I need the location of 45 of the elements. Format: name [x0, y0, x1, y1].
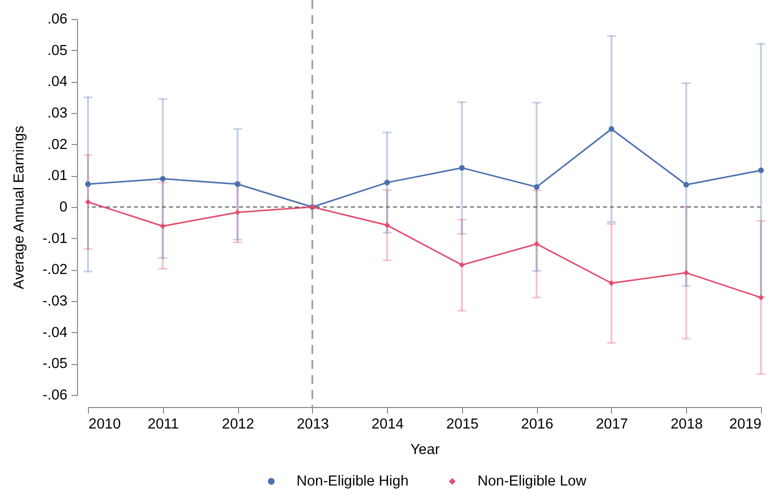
point — [85, 181, 91, 187]
x-tick-label: 2016 — [521, 416, 554, 432]
point — [683, 270, 690, 276]
x-tick-label: 2010 — [88, 416, 121, 432]
point — [85, 199, 91, 205]
x-tick-label: 2018 — [670, 416, 703, 432]
point — [608, 126, 614, 132]
y-tick-label: .03 — [47, 106, 68, 122]
point — [758, 168, 764, 174]
point — [534, 241, 540, 247]
y-tick-label: .05 — [47, 42, 68, 59]
y-tick-label: -.02 — [42, 262, 68, 278]
point — [234, 210, 240, 216]
x-tick-label: 2012 — [222, 416, 254, 432]
point — [459, 165, 465, 171]
x-tick-label: 2015 — [446, 416, 479, 432]
point — [160, 176, 166, 182]
point — [608, 280, 614, 286]
point — [384, 180, 390, 186]
y-tick-label: .06 — [47, 12, 68, 28]
point — [160, 223, 166, 229]
point — [234, 181, 240, 187]
x-axis-title: Year — [410, 442, 440, 458]
x-tick-label: 2011 — [148, 416, 179, 432]
x-tick-label: 2013 — [296, 416, 329, 432]
x-tick-label: 2019 — [729, 416, 762, 432]
y-tick-label: -.06 — [42, 388, 68, 404]
x-tick-label: 2017 — [596, 416, 628, 432]
point — [384, 222, 390, 228]
y-axis-title: Average Annual Earnings — [12, 126, 28, 290]
legend-label: Non-Eligible Low — [478, 473, 587, 490]
point — [758, 294, 764, 300]
y-tick-label: -.03 — [42, 294, 68, 310]
y-tick-label: .04 — [47, 74, 68, 90]
y-tick-label: -.05 — [42, 356, 68, 372]
y-tick-label: -.01 — [42, 230, 68, 247]
y-tick-label: -.04 — [42, 324, 68, 341]
legend-label: Non-Eligible High — [296, 473, 409, 490]
y-tick-label: .01 — [47, 168, 68, 184]
y-tick-label: 0 — [59, 200, 68, 216]
point — [683, 182, 690, 188]
y-tick-label: .02 — [47, 136, 68, 153]
point — [459, 262, 465, 268]
x-tick-label: 2014 — [371, 416, 404, 432]
point — [534, 184, 540, 190]
